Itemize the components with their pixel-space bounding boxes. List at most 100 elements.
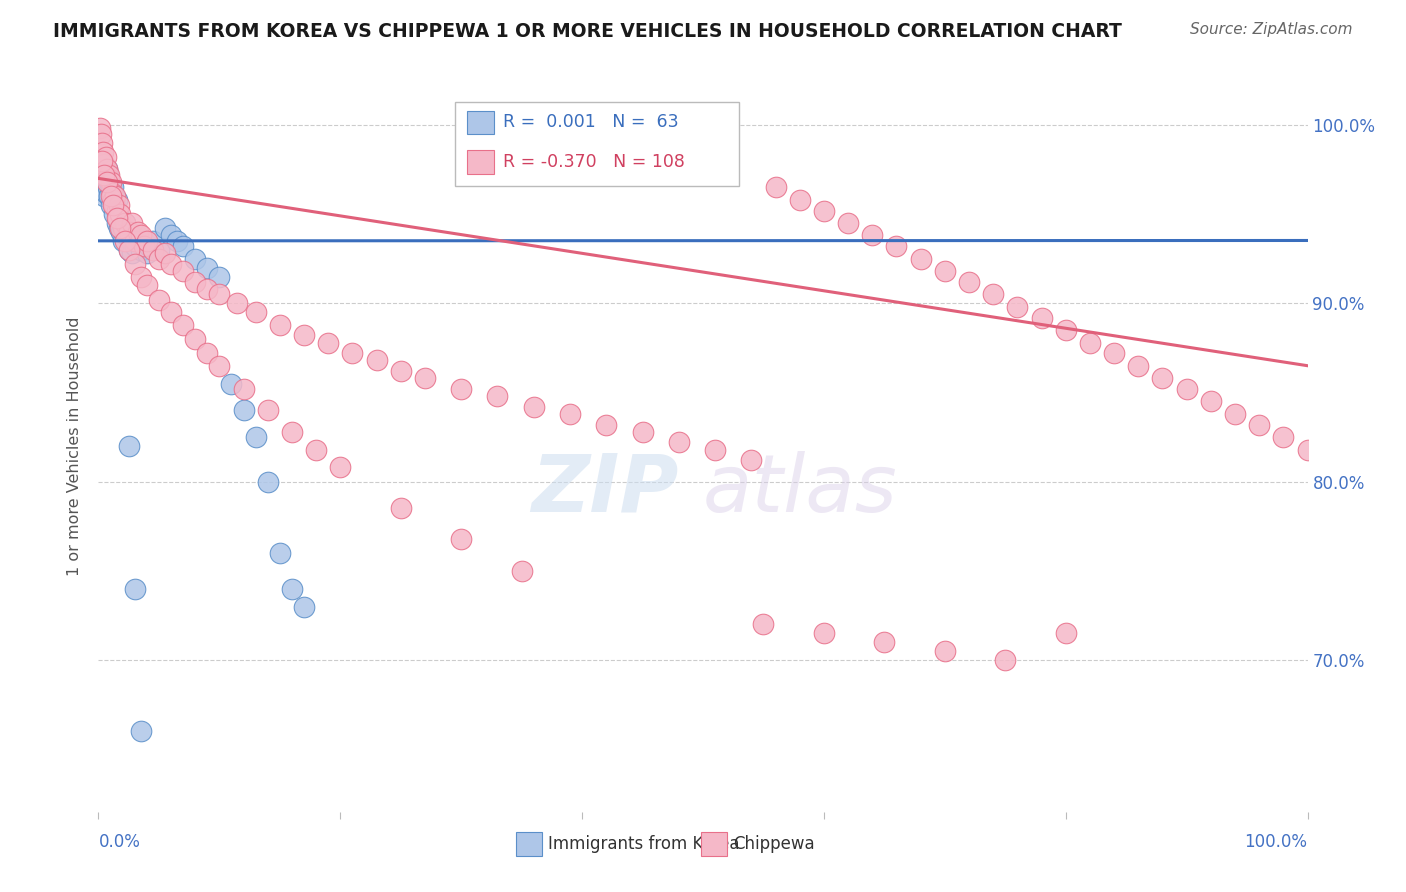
- Point: [91, 136, 114, 150]
- Point: [108, 198, 131, 212]
- Y-axis label: 1 or more Vehicles in Household: 1 or more Vehicles in Household: [67, 317, 83, 575]
- Point: [208, 287, 231, 301]
- Point: [124, 234, 146, 248]
- Point: [94, 150, 117, 164]
- Point: [105, 193, 128, 207]
- Text: IMMIGRANTS FROM KOREA VS CHIPPEWA 1 OR MORE VEHICLES IN HOUSEHOLD CORRELATION CH: IMMIGRANTS FROM KOREA VS CHIPPEWA 1 OR M…: [53, 22, 1122, 41]
- Point: [221, 376, 243, 391]
- FancyBboxPatch shape: [467, 151, 494, 174]
- Point: [103, 207, 125, 221]
- FancyBboxPatch shape: [700, 832, 727, 855]
- Point: [100, 175, 122, 189]
- Point: [523, 400, 546, 414]
- Point: [292, 328, 315, 343]
- Point: [91, 175, 114, 189]
- Point: [112, 221, 135, 235]
- Point: [148, 293, 170, 307]
- Point: [184, 275, 207, 289]
- Point: [129, 269, 152, 284]
- Point: [134, 239, 156, 253]
- Point: [91, 145, 114, 159]
- Point: [104, 189, 127, 203]
- Point: [1102, 346, 1125, 360]
- Point: [96, 175, 118, 189]
- Point: [232, 403, 254, 417]
- Text: Immigrants from Korea: Immigrants from Korea: [548, 835, 740, 853]
- Point: [91, 153, 114, 168]
- Point: [135, 234, 157, 248]
- FancyBboxPatch shape: [456, 103, 740, 186]
- Point: [957, 275, 980, 289]
- Point: [269, 318, 291, 332]
- Point: [160, 305, 183, 319]
- Point: [184, 252, 207, 266]
- Text: 0.0%: 0.0%: [98, 833, 141, 851]
- Text: ZIP: ZIP: [531, 450, 679, 529]
- Point: [389, 501, 412, 516]
- Point: [195, 346, 218, 360]
- Point: [124, 239, 146, 253]
- Point: [256, 403, 278, 417]
- Text: 100.0%: 100.0%: [1244, 833, 1308, 851]
- Point: [100, 189, 122, 203]
- Point: [105, 203, 128, 218]
- Point: [245, 430, 267, 444]
- Point: [1007, 300, 1029, 314]
- Point: [120, 234, 142, 248]
- Point: [281, 582, 304, 596]
- Point: [105, 211, 128, 225]
- Text: Chippewa: Chippewa: [734, 835, 815, 853]
- Point: [105, 216, 128, 230]
- Point: [195, 260, 218, 275]
- Point: [93, 162, 115, 177]
- Point: [124, 257, 146, 271]
- Point: [153, 221, 176, 235]
- Point: [837, 216, 859, 230]
- Point: [89, 121, 111, 136]
- Point: [135, 246, 157, 260]
- Point: [142, 243, 165, 257]
- Point: [160, 257, 183, 271]
- Point: [121, 246, 143, 260]
- Point: [1152, 371, 1174, 385]
- FancyBboxPatch shape: [467, 111, 494, 134]
- Point: [111, 234, 134, 248]
- Point: [101, 198, 124, 212]
- Point: [108, 221, 131, 235]
- Point: [129, 724, 152, 739]
- Point: [981, 287, 1004, 301]
- Point: [934, 264, 956, 278]
- Point: [97, 180, 120, 194]
- Point: [96, 162, 118, 177]
- Point: [135, 278, 157, 293]
- Point: [172, 318, 194, 332]
- Point: [450, 532, 472, 546]
- Point: [101, 193, 124, 207]
- Point: [232, 382, 254, 396]
- Point: [93, 157, 115, 171]
- Point: [98, 168, 121, 182]
- Point: [886, 239, 908, 253]
- Point: [129, 228, 152, 243]
- Point: [111, 221, 134, 235]
- Point: [1249, 417, 1271, 432]
- Point: [1031, 310, 1053, 325]
- Point: [103, 198, 125, 212]
- Point: [172, 239, 194, 253]
- Point: [342, 346, 364, 360]
- Point: [93, 168, 115, 182]
- Point: [153, 246, 176, 260]
- Point: [148, 252, 170, 266]
- Point: [994, 653, 1017, 667]
- Point: [89, 171, 111, 186]
- Point: [94, 186, 117, 200]
- Point: [595, 417, 617, 432]
- Point: [97, 168, 120, 182]
- Point: [93, 189, 115, 203]
- Text: R = -0.370   N = 108: R = -0.370 N = 108: [503, 153, 685, 171]
- Point: [91, 168, 114, 182]
- Point: [208, 359, 231, 373]
- Point: [166, 234, 188, 248]
- Point: [108, 221, 131, 235]
- Point: [1272, 430, 1295, 444]
